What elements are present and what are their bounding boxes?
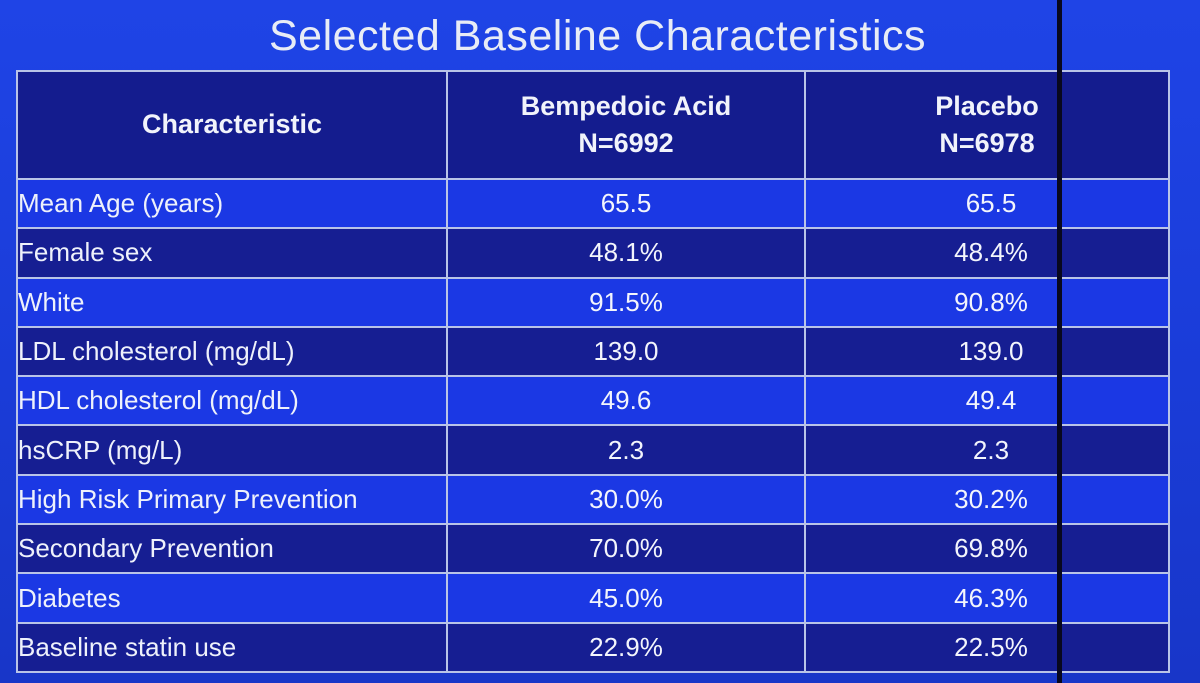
header-characteristic: Characteristic [16, 70, 448, 180]
placebo-value: 48.4% [804, 227, 1170, 279]
table-row: Diabetes 45.0% 46.3% [16, 572, 1170, 624]
row-label: Female sex [16, 227, 448, 279]
placebo-value-text: 90.8% [954, 286, 1028, 317]
header-placebo-name: Placebo [935, 90, 1039, 121]
placebo-value-text: 49.4 [965, 385, 1017, 416]
header-bempedoic-n: N=6992 [578, 128, 674, 158]
table-row: HDL cholesterol (mg/dL) 49.6 49.4 [16, 375, 1170, 427]
placebo-value-text: 2.3 [972, 434, 1010, 465]
bempedoic-value: 30.0% [446, 473, 806, 526]
placebo-value: 65.5 [804, 177, 1170, 230]
vertical-pointer-line [1057, 0, 1062, 683]
bempedoic-value: 2.3 [446, 424, 806, 476]
table-row: High Risk Primary Prevention 30.0% 30.2% [16, 473, 1170, 526]
table-header-row: Characteristic Bempedoic Acid N=6992 Pla… [16, 70, 1170, 180]
placebo-value-text: 22.5% [954, 631, 1028, 662]
bempedoic-value: 70.0% [446, 523, 806, 575]
row-label: LDL cholesterol (mg/dL) [16, 325, 448, 378]
placebo-value-text: 30.2% [954, 483, 1028, 514]
placebo-value-text: 69.8% [954, 533, 1028, 564]
bempedoic-value: 65.5 [446, 177, 806, 230]
row-label: White [16, 276, 448, 328]
bempedoic-value: 139.0 [446, 325, 806, 378]
table-row: LDL cholesterol (mg/dL) 139.0 139.0 [16, 325, 1170, 378]
placebo-value: 69.8% [804, 523, 1170, 575]
table-row: hsCRP (mg/L) 2.3 2.3 [16, 424, 1170, 476]
placebo-value-text: 48.4% [954, 237, 1028, 268]
placebo-value: 2.3 [804, 424, 1170, 476]
placebo-value: 22.5% [804, 621, 1170, 674]
header-characteristic-label: Characteristic [141, 109, 323, 140]
bempedoic-value: 49.6 [446, 375, 806, 427]
placebo-value: 49.4 [804, 375, 1170, 427]
placebo-value-text: 46.3% [954, 582, 1028, 613]
row-label: hsCRP (mg/L) [16, 424, 448, 476]
row-label: High Risk Primary Prevention [16, 473, 448, 526]
placebo-value: 30.2% [804, 473, 1170, 526]
header-placebo: Placebo N=6978 [804, 70, 1170, 180]
bempedoic-value: 22.9% [446, 621, 806, 674]
table-row: Secondary Prevention 70.0% 69.8% [16, 523, 1170, 575]
slide-title: Selected Baseline Characteristics [268, 12, 927, 60]
header-bempedoic-acid: Bempedoic Acid N=6992 [446, 70, 806, 180]
bempedoic-value: 91.5% [446, 276, 806, 328]
header-placebo-n: N=6978 [939, 128, 1035, 158]
baseline-characteristics-table: Characteristic Bempedoic Acid N=6992 Pla… [16, 70, 1170, 674]
row-label: Baseline statin use [16, 621, 448, 674]
table-row: White 91.5% 90.8% [16, 276, 1170, 328]
table-row: Baseline statin use 22.9% 22.5% [16, 621, 1170, 674]
placebo-value: 90.8% [804, 276, 1170, 328]
placebo-value-text: 65.5 [965, 188, 1017, 219]
placebo-value: 46.3% [804, 572, 1170, 624]
placebo-value: 139.0 [804, 325, 1170, 378]
bempedoic-value: 48.1% [446, 227, 806, 279]
bempedoic-value: 45.0% [446, 572, 806, 624]
placebo-value-text: 139.0 [958, 336, 1024, 367]
table-row: Female sex 48.1% 48.4% [16, 227, 1170, 279]
table-row: Mean Age (years) 65.5 65.5 [16, 177, 1170, 230]
header-bempedoic-name: Bempedoic Acid [520, 90, 732, 121]
row-label: Secondary Prevention [16, 523, 448, 575]
row-label: Mean Age (years) [16, 177, 448, 230]
row-label: Diabetes [16, 572, 448, 624]
row-label: HDL cholesterol (mg/dL) [16, 375, 448, 427]
